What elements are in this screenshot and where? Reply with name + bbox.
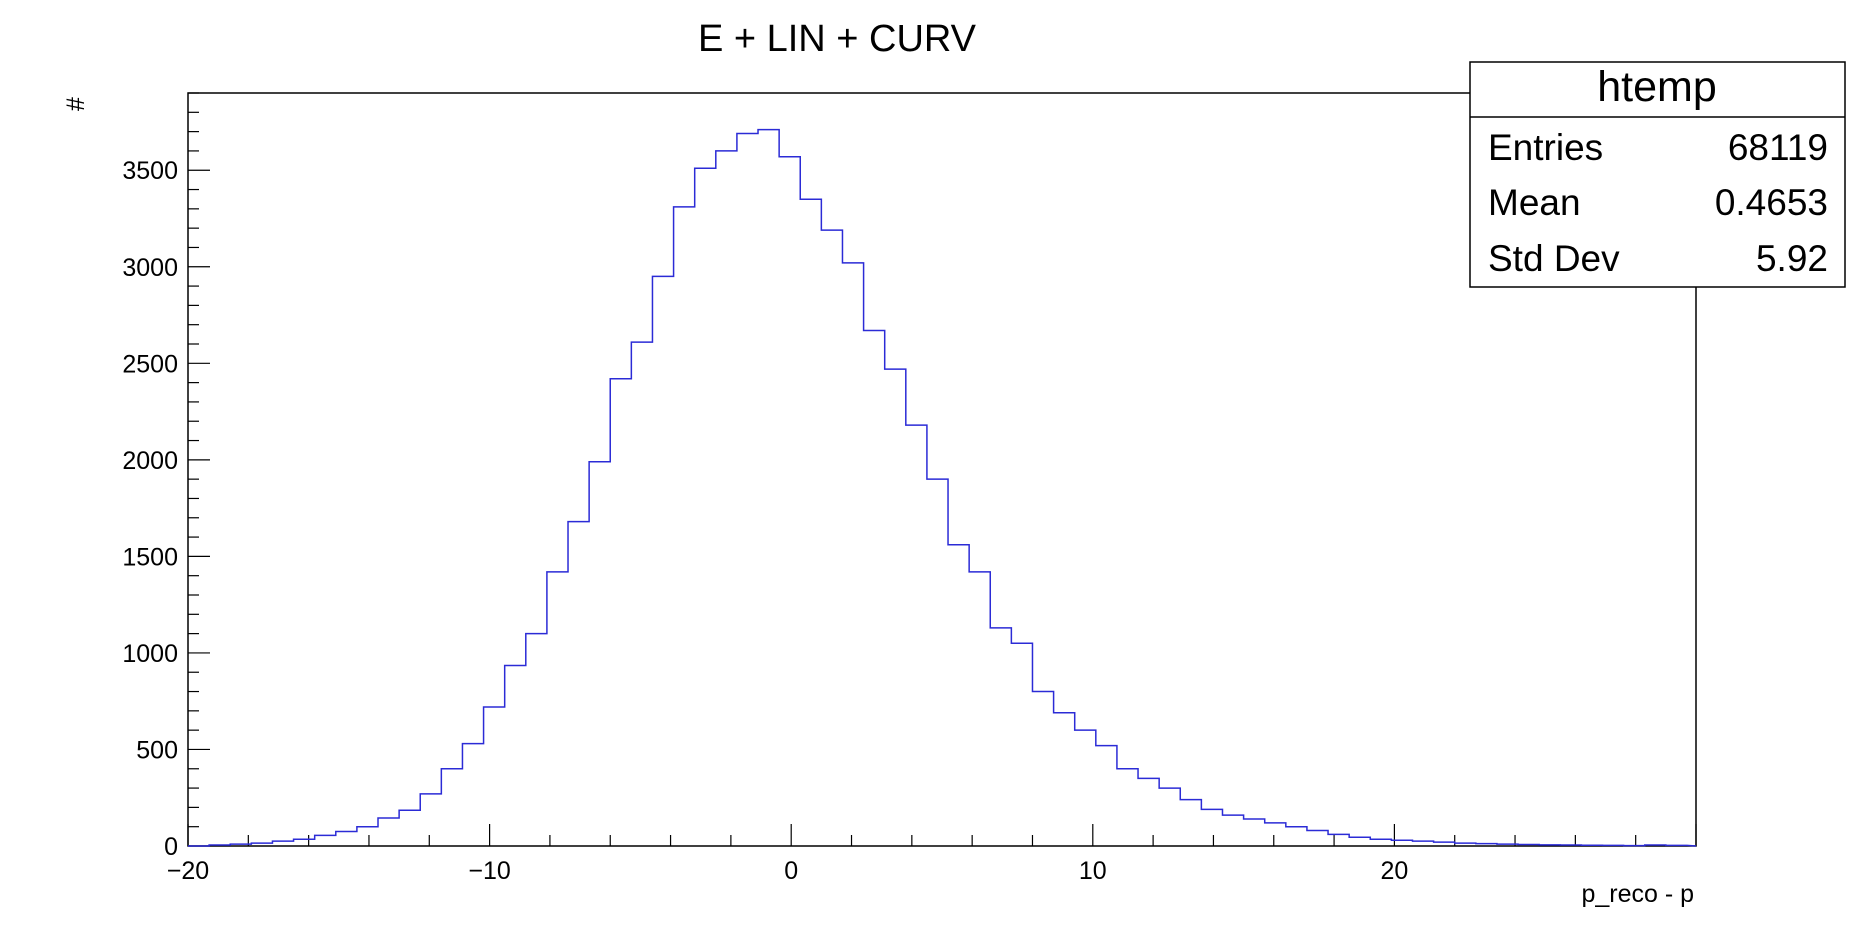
x-tick-label: 20 xyxy=(1380,857,1408,885)
y-tick-label: 0 xyxy=(164,833,178,861)
plot-frame xyxy=(187,92,1697,847)
stats-stddev-value: 5.92 xyxy=(1756,238,1828,279)
x-axis-label: p_reco - p xyxy=(1581,880,1694,908)
stats-stddev-label: Std Dev xyxy=(1488,238,1620,279)
stats-box-title: htemp xyxy=(1597,63,1717,111)
x-tick-label: 10 xyxy=(1079,857,1107,885)
histogram-outline xyxy=(188,128,1697,847)
x-tick-label: 0 xyxy=(784,857,798,885)
x-tick-label: −10 xyxy=(468,857,510,885)
x-axis: −20 −10 0 10 20 xyxy=(167,824,1697,885)
y-tick-label: 3000 xyxy=(122,254,178,282)
y-axis: 0 500 1000 1500 2000 2500 3000 3500 xyxy=(122,92,210,861)
y-tick-label: 3500 xyxy=(122,157,178,185)
y-tick-label: 1500 xyxy=(122,543,178,571)
y-tick-label: 500 xyxy=(136,736,178,764)
y-tick-label: 2500 xyxy=(122,350,178,378)
chart-title: E + LIN + CURV xyxy=(698,18,977,60)
stats-box-frame xyxy=(1469,61,1846,288)
stats-mean-label: Mean xyxy=(1488,182,1581,223)
y-tick-label: 1000 xyxy=(122,640,178,668)
stats-box: htemp Entries 68119 Mean 0.4653 Std Dev … xyxy=(1469,61,1846,288)
y-tick-label: 2000 xyxy=(122,447,178,475)
stats-entries-label: Entries xyxy=(1488,127,1603,168)
stats-entries-value: 68119 xyxy=(1728,127,1828,168)
stats-mean-value: 0.4653 xyxy=(1715,182,1828,223)
y-axis-label: # xyxy=(62,97,90,111)
x-tick-label: −20 xyxy=(167,857,209,885)
